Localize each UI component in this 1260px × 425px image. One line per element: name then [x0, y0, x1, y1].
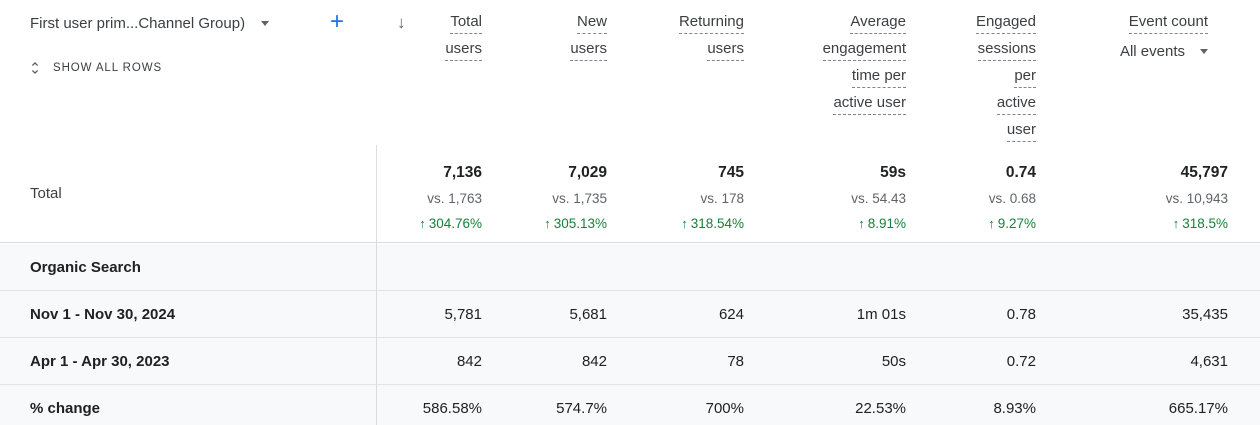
metric-comparison: vs. 178 [700, 191, 744, 206]
metric-name-line: New [576, 12, 607, 34]
cell: 624 [718, 305, 744, 323]
column-header-returning_users[interactable]: Returning users [607, 12, 744, 147]
metric-change: ↑ 305.13% [544, 216, 607, 231]
metric-comparison: vs. 1,735 [552, 191, 607, 206]
show-all-rows-label: SHOW ALL ROWS [53, 62, 163, 74]
table-row: Nov 1 - Nov 30, 2024 5,781 5,681 624 1m 01s 0… [0, 291, 1260, 338]
sort-descending-icon[interactable]: ↓ [397, 13, 406, 32]
metric-value: 0.74 [1005, 164, 1036, 181]
table-row: Organic Search [0, 244, 1260, 291]
metric-name-line: active user [833, 93, 906, 115]
total-row: Total 7,136 vs. 1,763 ↑ 304.76% 7,029 vs. 1,7… [0, 145, 1260, 243]
metric-name-line: per [1014, 66, 1036, 88]
total-metric-new_users: 7,029 vs. 1,735 ↑ 305.13% [482, 161, 607, 234]
dimension-selector-label: First user prim...Channel Group) [30, 15, 246, 32]
metric-value: 45,797 [1180, 164, 1228, 181]
event-filter-label: All events [1119, 43, 1185, 60]
total-row-label: Total [30, 185, 62, 202]
table-row: Apr 1 - Apr 30, 2023 842 842 78 50s 0.72 4,631 [0, 338, 1260, 385]
cell: 586.58% [422, 399, 482, 417]
metric-name-line: time per [851, 66, 906, 88]
metric-value: 745 [718, 164, 744, 181]
cell: 35,435 [1182, 305, 1228, 323]
column-header-total_users[interactable]: Total users [376, 12, 482, 147]
cell: 5,681 [569, 305, 607, 323]
cell: 5,781 [444, 305, 482, 323]
cell: 0.72 [1006, 352, 1036, 370]
chevron-down-icon [1200, 49, 1208, 54]
cell: 665.17% [1168, 399, 1228, 417]
cell: 0.78 [1006, 305, 1036, 323]
column-header-new_users[interactable]: New users [482, 12, 607, 147]
metric-change: ↑ 318.54% [681, 216, 744, 231]
column-header-event_count[interactable]: Event count All events [1036, 12, 1260, 147]
metric-name-line: sessions [977, 39, 1036, 61]
chevron-down-icon [261, 21, 270, 26]
metric-comparison: vs. 54.43 [851, 191, 906, 206]
metric-change: ↑ 9.27% [988, 216, 1036, 231]
arrow-up-icon: ↑ [544, 216, 551, 231]
row-label: Organic Search [30, 258, 141, 276]
event-filter-dropdown[interactable]: All events [1036, 43, 1208, 60]
column-header-engaged_sessions_per_user[interactable]: Engaged sessions per active user [906, 12, 1036, 147]
metric-name-line: users [570, 39, 607, 61]
cell: 4,631 [1190, 352, 1228, 370]
unfold-more-icon [31, 62, 39, 74]
dimension-selector[interactable]: First user prim...Channel Group) [30, 15, 270, 32]
column-header-avg_engagement_time[interactable]: Average engagement time per active user [744, 12, 906, 147]
metric-name-line: Engaged [975, 12, 1036, 34]
metric-name-line: Event count [1128, 12, 1208, 34]
metric-name-line: Average [850, 12, 906, 34]
table-body: Organic Search Nov 1 - Nov 30, 2024 5,781 5… [0, 244, 1260, 425]
metric-value: 7,136 [443, 164, 482, 181]
arrow-up-icon: ↑ [988, 216, 995, 231]
row-cells: 842 842 78 50s 0.72 4,631 [376, 353, 1260, 370]
row-cells: 586.58% 574.7% 700% 22.53% 8.93% 665.17% [376, 400, 1260, 417]
metric-name-line: engagement [822, 39, 906, 61]
metric-comparison: vs. 10,943 [1165, 191, 1228, 206]
total-metric-event_count: 45,797 vs. 10,943 ↑ 318.5% [1036, 161, 1260, 234]
show-all-rows-button[interactable]: SHOW ALL ROWS [27, 60, 162, 76]
arrow-up-icon: ↑ [681, 216, 688, 231]
cell: 78 [727, 352, 744, 370]
row-label: Apr 1 - Apr 30, 2023 [30, 352, 170, 370]
arrow-up-icon: ↑ [858, 216, 865, 231]
metric-change: ↑ 318.5% [1172, 216, 1228, 231]
row-label: Nov 1 - Nov 30, 2024 [30, 305, 176, 323]
metric-change: ↑ 304.76% [419, 216, 482, 231]
metric-name-line: users [707, 39, 744, 61]
arrow-up-icon: ↑ [1172, 216, 1180, 231]
cell: 50s [881, 352, 906, 370]
total-metric-engaged_sessions_per_user: 0.74 vs. 0.68 ↑ 9.27% [906, 161, 1036, 234]
cell: 700% [705, 399, 744, 417]
total-metric-returning_users: 745 vs. 178 ↑ 318.54% [607, 161, 744, 234]
arrow-up-icon: ↑ [419, 216, 426, 231]
metric-name-line: users [445, 39, 482, 61]
metric-headers: Total users New users Returning users Average e… [376, 12, 1260, 147]
cell: 8.93% [993, 399, 1036, 417]
metric-name-line: Returning [678, 12, 744, 34]
column-divider [376, 145, 377, 425]
cell: 574.7% [556, 399, 607, 417]
metric-change: ↑ 8.91% [858, 216, 906, 231]
cell: 842 [581, 352, 607, 370]
row-label: % change [30, 399, 101, 417]
metric-comparison: vs. 1,763 [427, 191, 482, 206]
metric-name-line: active [996, 93, 1036, 115]
cell: 842 [456, 352, 482, 370]
row-cells: 5,781 5,681 624 1m 01s 0.78 35,435 [376, 306, 1260, 323]
total-row-metrics: 7,136 vs. 1,763 ↑ 304.76% 7,029 vs. 1,735 ↑ 305… [376, 161, 1260, 234]
add-dimension-button[interactable]: + [330, 8, 345, 35]
cell: 22.53% [855, 399, 906, 417]
metric-name-line: Total [450, 12, 482, 34]
cell: 1m 01s [856, 305, 906, 323]
metric-value: 7,029 [568, 164, 607, 181]
metric-comparison: vs. 0.68 [988, 191, 1036, 206]
metric-value: 59s [880, 164, 906, 181]
total-metric-total_users: 7,136 vs. 1,763 ↑ 304.76% [376, 161, 482, 234]
metric-name-line: user [1006, 120, 1036, 142]
total-metric-avg_engagement_time: 59s vs. 54.43 ↑ 8.91% [744, 161, 906, 234]
table-row: % change 586.58% 574.7% 700% 22.53% 8.93% 665.… [0, 385, 1260, 425]
